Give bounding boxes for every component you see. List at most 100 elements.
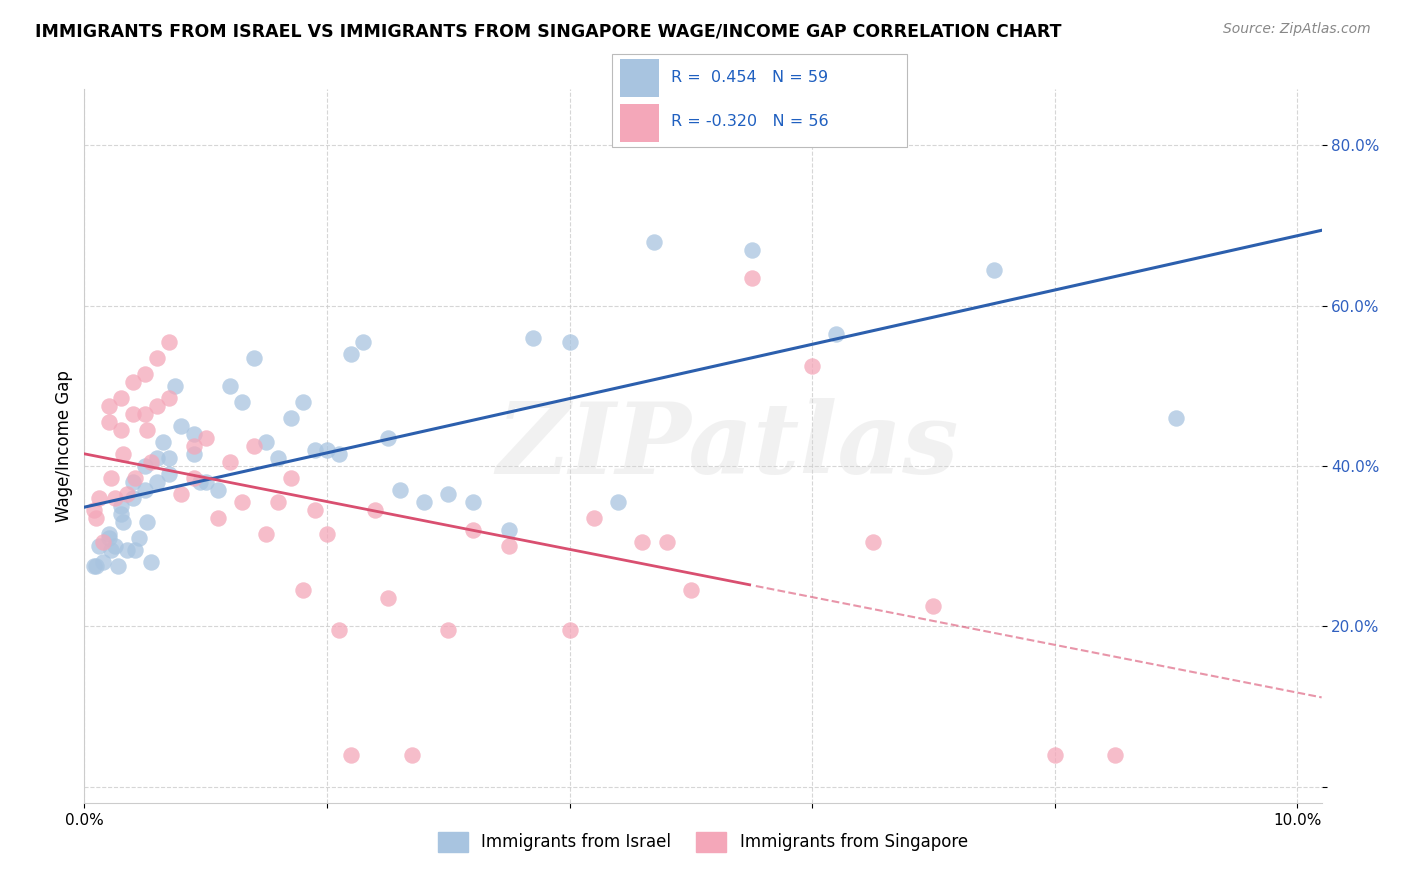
Point [122, 475, 145, 489]
Point [401, 747, 423, 762]
Point [107, 559, 129, 574]
Point [194, 431, 217, 445]
Text: IMMIGRANTS FROM ISRAEL VS IMMIGRANTS FROM SINGAPORE WAGE/INCOME GAP CORRELATION : IMMIGRANTS FROM ISRAEL VS IMMIGRANTS FRO… [35, 22, 1062, 40]
Point [104, 491, 127, 505]
Point [139, 455, 162, 469]
Point [291, 583, 314, 598]
Point [825, 326, 848, 341]
Point [146, 450, 169, 465]
Point [231, 395, 253, 409]
Point [152, 435, 174, 450]
Point [328, 624, 350, 638]
Point [115, 487, 138, 501]
Point [91, 535, 114, 549]
Point [83, 503, 105, 517]
Point [437, 487, 460, 501]
Point [801, 359, 824, 373]
Point [104, 539, 127, 553]
Point [498, 523, 520, 537]
Point [304, 503, 326, 517]
Point [97, 399, 120, 413]
Text: ZIPatlas: ZIPatlas [496, 398, 959, 494]
Point [136, 515, 159, 529]
Point [87, 539, 110, 553]
Point [157, 467, 180, 481]
Point [582, 511, 605, 525]
Point [352, 334, 374, 349]
Point [183, 427, 205, 442]
Point [146, 475, 169, 489]
Point [498, 539, 520, 553]
Point [254, 527, 277, 541]
Point [157, 450, 180, 465]
Point [1104, 747, 1126, 762]
Point [112, 447, 135, 461]
Point [136, 423, 159, 437]
Point [316, 527, 339, 541]
Point [183, 447, 205, 461]
Point [377, 431, 399, 445]
Point [862, 535, 884, 549]
Point [110, 391, 132, 405]
Point [183, 439, 205, 453]
Point [97, 415, 120, 429]
Point [134, 483, 156, 497]
Point [243, 351, 266, 365]
Point [86, 559, 108, 574]
Point [267, 450, 290, 465]
Point [134, 407, 156, 421]
Point [86, 511, 108, 525]
Point [461, 523, 484, 537]
Point [134, 458, 156, 473]
Point [340, 347, 363, 361]
Point [128, 531, 150, 545]
Point [170, 419, 193, 434]
Bar [620, 59, 659, 96]
Point [983, 262, 1005, 277]
Point [280, 411, 302, 425]
Point [194, 475, 217, 489]
Point [134, 367, 156, 381]
Point [100, 471, 122, 485]
Point [231, 495, 253, 509]
Point [558, 334, 581, 349]
Point [267, 495, 290, 509]
Point [124, 471, 146, 485]
Point [522, 331, 544, 345]
Point [146, 351, 169, 365]
Point [1164, 411, 1187, 425]
Point [157, 391, 180, 405]
Text: R = -0.320   N = 56: R = -0.320 N = 56 [671, 114, 828, 129]
Point [631, 535, 654, 549]
Point [110, 499, 132, 513]
Point [87, 491, 110, 505]
Legend: Immigrants from Israel, Immigrants from Singapore: Immigrants from Israel, Immigrants from … [432, 825, 974, 859]
Point [91, 555, 114, 569]
Point [388, 483, 411, 497]
Point [655, 535, 678, 549]
Point [558, 624, 581, 638]
Point [364, 503, 387, 517]
Point [254, 435, 277, 450]
Text: R =  0.454   N = 59: R = 0.454 N = 59 [671, 70, 828, 86]
Point [97, 531, 120, 545]
Point [922, 599, 945, 614]
Point [304, 442, 326, 457]
Point [139, 555, 162, 569]
Point [165, 379, 187, 393]
Point [183, 471, 205, 485]
Point [741, 270, 763, 285]
Text: Source: ZipAtlas.com: Source: ZipAtlas.com [1223, 22, 1371, 37]
Point [124, 543, 146, 558]
Point [207, 483, 229, 497]
Point [83, 559, 105, 574]
Point [328, 447, 350, 461]
Y-axis label: Wage/Income Gap: Wage/Income Gap [55, 370, 73, 522]
Point [112, 515, 135, 529]
Point [146, 399, 169, 413]
Point [377, 591, 399, 606]
Point [291, 395, 314, 409]
Point [157, 334, 180, 349]
Point [679, 583, 702, 598]
Point [219, 379, 242, 393]
